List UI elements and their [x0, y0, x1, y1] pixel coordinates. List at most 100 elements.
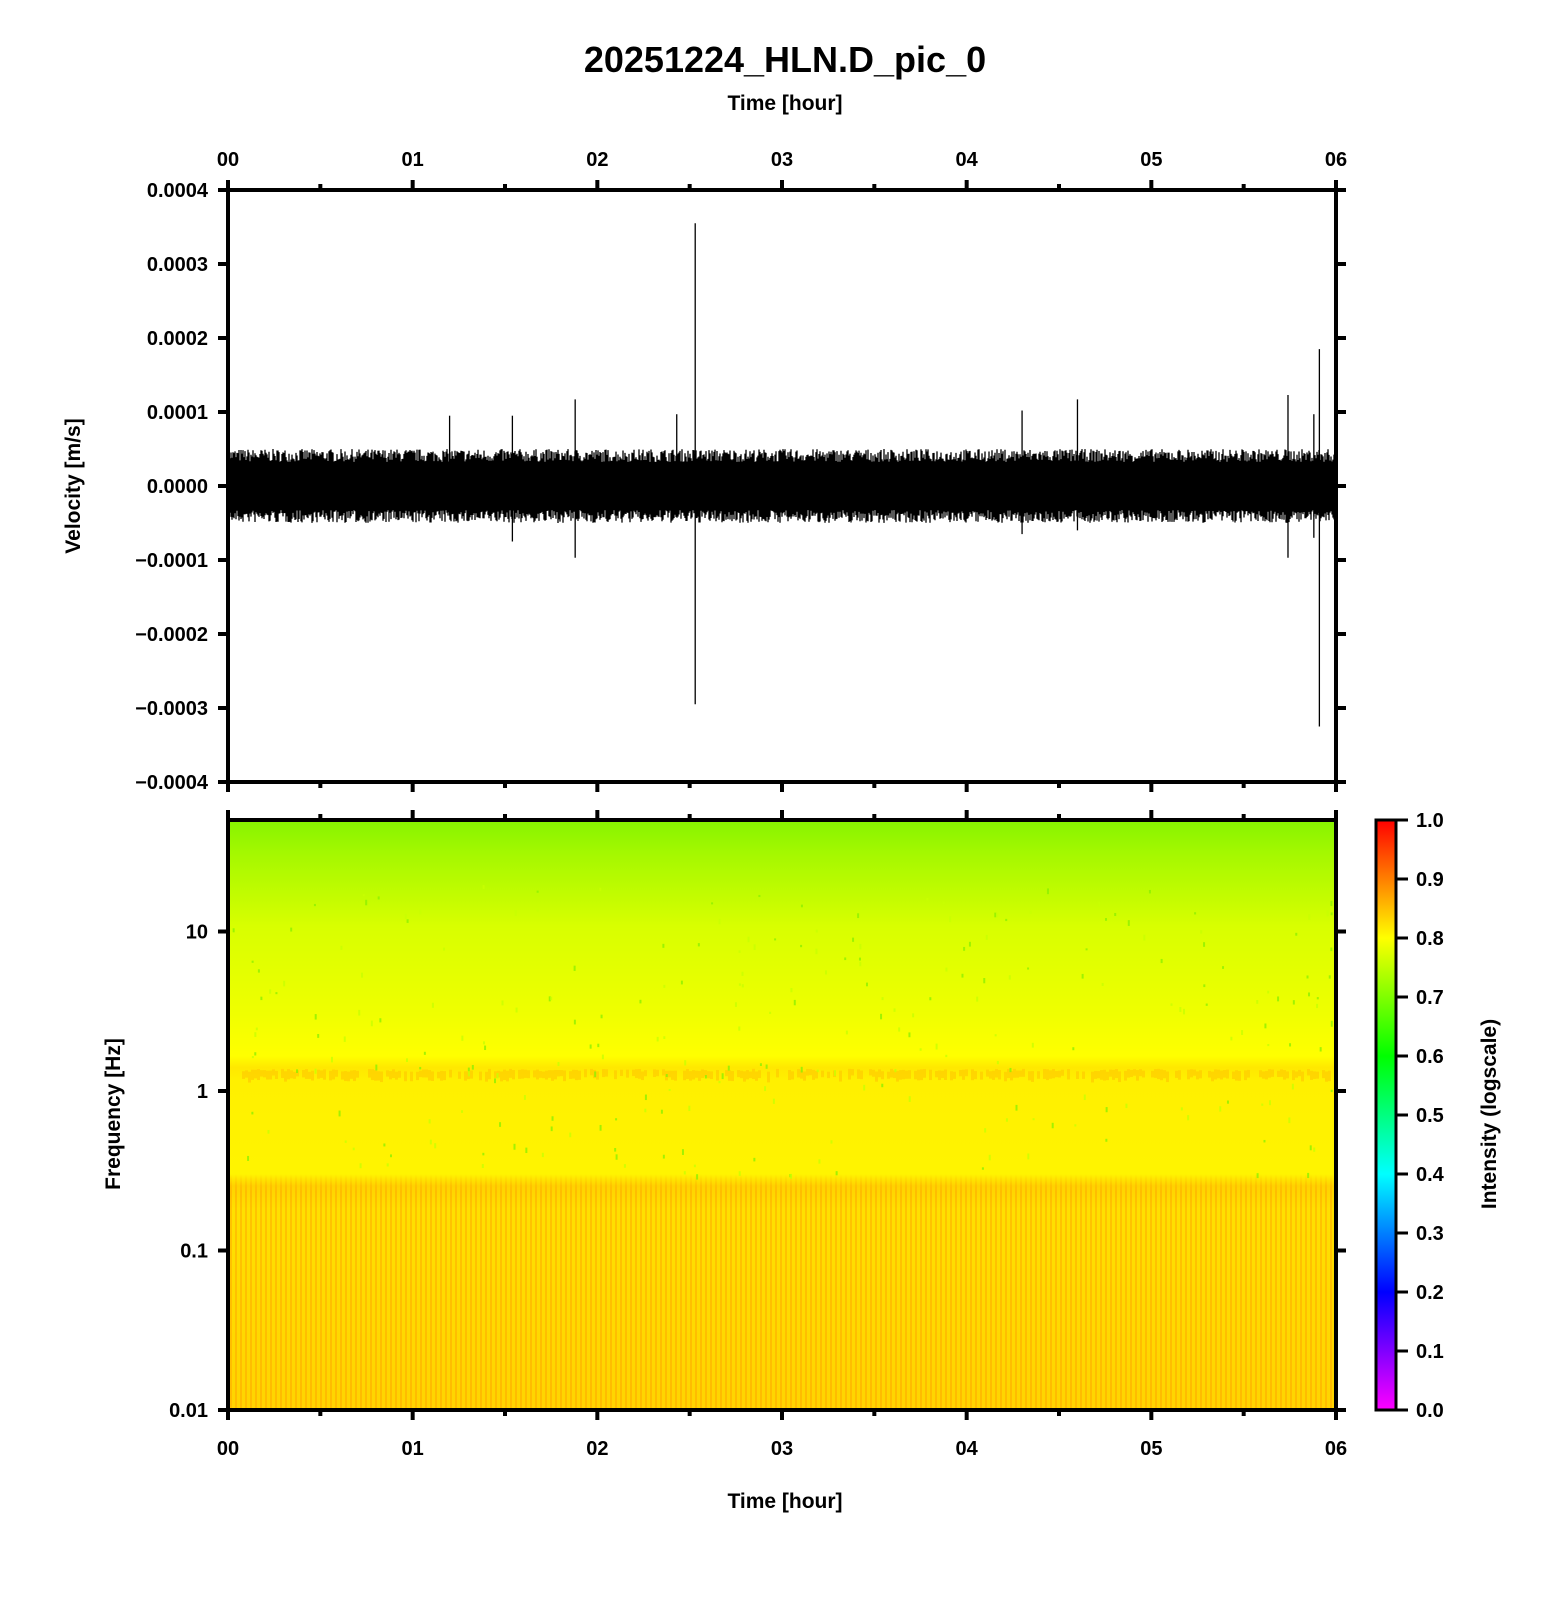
band-cell	[1310, 1070, 1313, 1080]
band-cell	[488, 1068, 491, 1080]
band-cell	[1328, 1070, 1331, 1082]
speckle	[1015, 1104, 1018, 1111]
speckle	[1241, 1030, 1244, 1035]
band-cell	[1196, 1071, 1199, 1080]
colorbar-gradient	[1374, 818, 1398, 1412]
band-cell	[521, 1069, 524, 1079]
speckle	[1306, 975, 1309, 979]
band-cell	[509, 1068, 512, 1078]
band-cell	[395, 1071, 398, 1080]
band-cell	[392, 1069, 395, 1078]
band-cell	[602, 1069, 605, 1078]
velocity-spikes	[448, 223, 1321, 727]
speckle	[663, 984, 666, 988]
velocity-tick-label: −0.0002	[135, 624, 208, 646]
speckle	[996, 1060, 999, 1065]
band-cell	[980, 1071, 983, 1080]
band-cell	[752, 1068, 755, 1080]
band-cell	[875, 1071, 878, 1082]
speckle	[1072, 1047, 1075, 1051]
speckle	[496, 1073, 499, 1079]
speckle	[255, 1027, 258, 1031]
speckle	[1008, 975, 1011, 980]
speckle	[815, 929, 818, 933]
band-cell	[248, 1071, 251, 1083]
speckle	[1160, 958, 1163, 964]
velocity-tick-label: 0.0003	[147, 254, 208, 276]
speckle	[738, 1026, 741, 1031]
band-cell	[518, 1069, 521, 1079]
speckle	[738, 950, 741, 953]
speckle	[741, 984, 744, 988]
band-cell	[1271, 1069, 1274, 1077]
band-cell	[275, 1070, 278, 1079]
speckle	[994, 1034, 997, 1037]
band-cell	[1262, 1071, 1265, 1079]
band-cell	[539, 1071, 542, 1078]
speckle	[283, 980, 286, 987]
speckle	[623, 1164, 626, 1168]
band-cell	[1208, 1070, 1211, 1078]
band-cell	[731, 1071, 734, 1082]
speckle	[494, 1078, 497, 1084]
band-cell	[311, 1070, 314, 1081]
band-cell	[1292, 1070, 1295, 1081]
band-cell	[689, 1071, 692, 1081]
speckle	[1222, 966, 1225, 969]
speckle	[1027, 967, 1030, 970]
band-cell	[398, 1070, 401, 1078]
band-cell	[959, 1069, 962, 1077]
band-cell	[431, 1071, 434, 1081]
band-cell	[704, 1070, 707, 1077]
band-cell	[386, 1070, 389, 1077]
speckle	[644, 1108, 647, 1113]
band-cell	[1316, 1071, 1319, 1079]
speckle	[290, 927, 293, 932]
band-cell	[377, 1071, 380, 1081]
speckle	[758, 894, 761, 898]
band-cell	[1112, 1069, 1115, 1080]
band-cell	[332, 1069, 335, 1080]
band-cell	[695, 1070, 698, 1078]
band-cell	[569, 1071, 572, 1079]
speckle	[461, 1110, 464, 1113]
band-cell	[935, 1070, 938, 1078]
band-cell	[614, 1070, 617, 1080]
speckle	[830, 1140, 833, 1144]
band-cell	[620, 1069, 623, 1076]
band-cell	[1187, 1069, 1190, 1080]
speckle	[961, 973, 964, 978]
band-cell	[917, 1069, 920, 1081]
speckle	[467, 1067, 470, 1072]
time-tick-label: 04	[956, 1438, 979, 1460]
band-cell	[902, 1069, 905, 1080]
speckle	[1309, 1145, 1312, 1151]
speckle	[1127, 920, 1130, 926]
speckle	[1105, 1138, 1108, 1142]
speckle	[386, 1163, 389, 1167]
speckle	[759, 1063, 762, 1067]
velocity-tick-label: 0.0002	[147, 328, 208, 350]
speckle	[833, 1070, 836, 1076]
band-cell	[683, 1070, 686, 1081]
speckle	[1009, 1067, 1012, 1073]
velocity-noise-core	[228, 465, 1336, 507]
speckle	[615, 1118, 618, 1121]
band-cell	[1115, 1069, 1118, 1079]
band-cell	[1100, 1070, 1103, 1080]
speckle	[898, 1027, 901, 1032]
band-cell	[464, 1071, 467, 1081]
speckle	[660, 1109, 663, 1114]
speckle	[859, 943, 862, 950]
band-cell	[749, 1071, 752, 1079]
band-cell	[350, 1070, 353, 1079]
band-cell	[416, 1071, 419, 1081]
band-cell	[890, 1068, 893, 1078]
band-cell	[1043, 1068, 1046, 1079]
band-cell	[1325, 1071, 1328, 1082]
band-cell	[1118, 1071, 1121, 1083]
band-cell	[1265, 1070, 1268, 1080]
time-tick-label: 01	[402, 1438, 424, 1460]
speckle	[1219, 1106, 1222, 1112]
speckle	[375, 1064, 378, 1071]
